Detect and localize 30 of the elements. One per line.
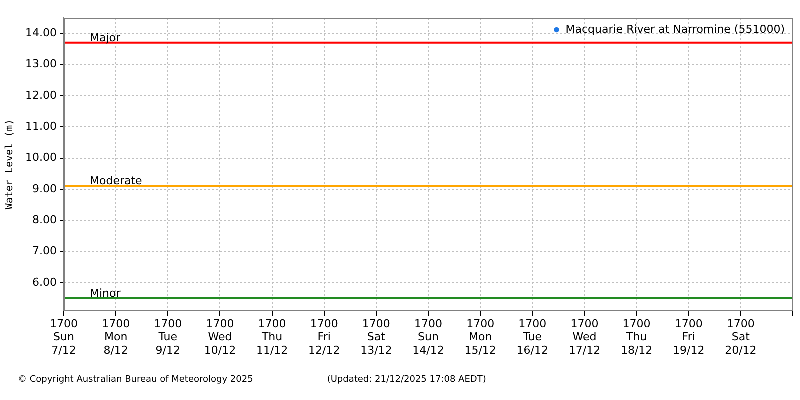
x-tick-label: 1700 Wed 17/12 — [568, 317, 601, 357]
legend-label: Macquarie River at Narromine (551000) — [566, 22, 786, 36]
x-tick-label: 1700 Sat 13/12 — [360, 317, 392, 357]
x-tick-label: 1700 Wed 10/12 — [204, 317, 236, 357]
x-tick-label: 1700 Tue 9/12 — [154, 317, 182, 357]
y-tick-label: 14.00 — [26, 26, 57, 40]
x-tick-label: 1700 Sat 20/12 — [725, 317, 757, 357]
x-tick-label: 1700 Sun 14/12 — [412, 317, 444, 357]
y-tick-label: 6.00 — [32, 276, 57, 289]
ref-line-label: Minor — [90, 286, 122, 300]
x-tick-label: 1700 Fri 19/12 — [673, 317, 705, 357]
x-tick-label: 1700 Sun 7/12 — [50, 317, 78, 357]
y-tick-label: 9.00 — [32, 182, 57, 196]
x-tick-label: 1700 Thu 18/12 — [620, 317, 653, 357]
ref-line-label: Moderate — [90, 174, 143, 188]
x-tick-label: 1700 Thu 11/12 — [256, 317, 288, 357]
y-tick-label: 7.00 — [32, 244, 57, 258]
text: © Copyright Australian Bureau of Meteorology 2025 — [18, 374, 254, 387]
x-tick-label: 1700 Mon 8/12 — [102, 317, 130, 357]
y-tick-label: 11.00 — [26, 120, 57, 133]
y-axis-title: Water Level (m) — [4, 119, 16, 210]
y-tick-label: 8.00 — [32, 213, 57, 226]
x-tick-label: 1700 Tue 16/12 — [516, 317, 548, 357]
x-tick-label: 1700 Fri 12/12 — [308, 317, 340, 357]
x-tick-label: 1700 Mon 15/12 — [464, 317, 496, 357]
y-tick-label: 13.00 — [26, 58, 57, 71]
ref-line-label: Major — [90, 31, 122, 44]
text: (Updated: 21/12/2025 17:08 AEDT) — [327, 374, 486, 387]
y-tick-label: 10.00 — [26, 151, 57, 164]
y-tick-label: 12.00 — [26, 88, 57, 102]
